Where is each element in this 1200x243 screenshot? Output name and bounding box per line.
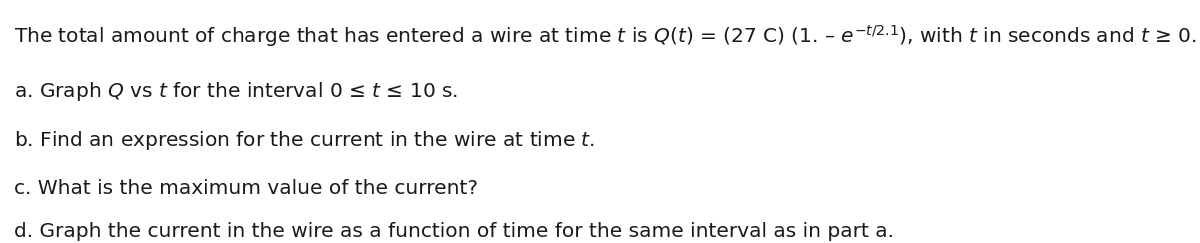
Text: d. Graph the current in the wire as a function of time for the same interval as : d. Graph the current in the wire as a fu…: [14, 222, 894, 241]
Text: c. What is the maximum value of the current?: c. What is the maximum value of the curr…: [14, 179, 479, 198]
Text: The total amount of charge that has entered a wire at time $t$ is $Q(t)$ = (27 C: The total amount of charge that has ente…: [14, 23, 1198, 49]
Text: b. Find an expression for the current in the wire at time $t$.: b. Find an expression for the current in…: [14, 129, 595, 152]
Text: a. Graph $Q$ vs $t$ for the interval 0 ≤ $t$ ≤ 10 s.: a. Graph $Q$ vs $t$ for the interval 0 ≤…: [14, 80, 458, 103]
